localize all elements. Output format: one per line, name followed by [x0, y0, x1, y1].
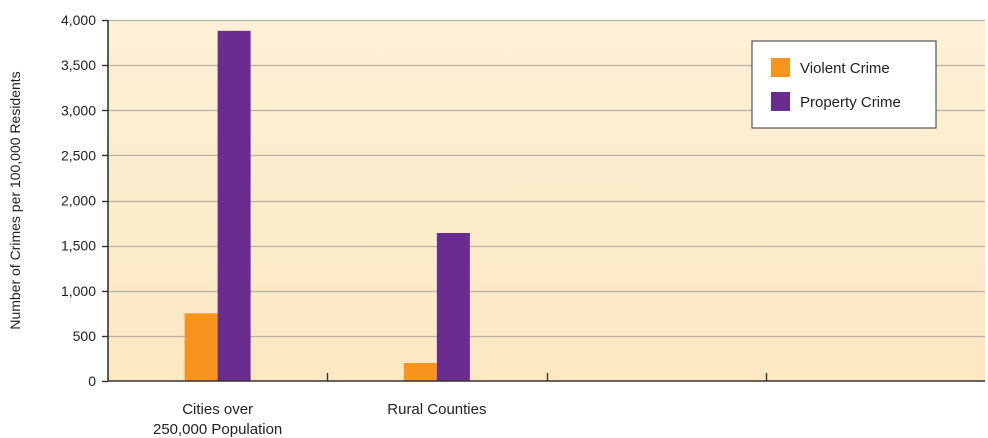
y-tick-label-7: 3,500: [61, 57, 96, 73]
y-tick-label-4: 2,000: [61, 193, 96, 209]
y-tick-label-5: 2,500: [61, 147, 96, 163]
legend-swatch-property-crime: [771, 92, 790, 111]
bar-property-crime-1: [437, 233, 470, 381]
y-axis-title: Number of Crimes per 100,000 Residents: [7, 71, 23, 329]
y-tick-label-3: 1,500: [61, 238, 96, 254]
legend-swatch-violent-crime: [771, 58, 790, 77]
x-category-label-0-line-0: Cities over: [182, 401, 253, 418]
x-category-label-0-line-1: 250,000 Population: [153, 421, 282, 438]
y-tick-label-8: 4,000: [61, 12, 96, 28]
y-tick-labels: 0 500 1,000 1,500 2,000 2,500 3,000 3,500 4,000: [61, 12, 96, 389]
y-tick-label-0: 0: [88, 373, 96, 389]
x-category-labels: Cities over 250,000 Population Rural Count…: [153, 401, 487, 438]
x-category-label-1-line-0: Rural Counties: [387, 401, 486, 418]
bar-violent-crime-0: [185, 313, 218, 381]
legend-label-violent-crime: Violent Crime: [800, 60, 890, 77]
bar-violent-crime-1: [404, 363, 437, 381]
legend: Violent Crime Property Crime: [752, 41, 936, 128]
legend-label-property-crime: Property Crime: [800, 94, 901, 111]
y-tick-label-2: 1,000: [61, 283, 96, 299]
bar-property-crime-0: [218, 31, 251, 381]
y-tick-label-1: 500: [73, 328, 97, 344]
legend-box: [752, 41, 936, 128]
y-tick-label-6: 3,000: [61, 102, 96, 118]
